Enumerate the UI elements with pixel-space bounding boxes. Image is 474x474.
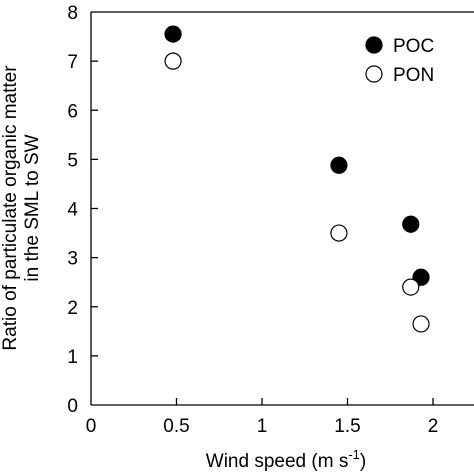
y-tick-label: 3 (67, 249, 78, 270)
x-tick-label: 1 (257, 416, 268, 437)
x-tick-label: 1.5 (334, 416, 360, 437)
pon-point (412, 315, 430, 333)
x-tick-label: 0.5 (163, 416, 189, 437)
y-tick-label: 0 (67, 396, 78, 417)
poc-point (402, 215, 420, 233)
x-tick-label: 0 (86, 416, 97, 437)
y-tick-label: 7 (67, 52, 78, 73)
y-tick-label: 1 (67, 347, 78, 368)
pon-point (402, 278, 420, 296)
pon-point (330, 224, 348, 242)
y-tick-label: 2 (67, 298, 78, 319)
y-tick-label: 6 (67, 101, 78, 122)
legend-label-pon: PON (393, 65, 434, 86)
poc-point (330, 156, 348, 174)
y-axis-label-line1: Ratio of particulate organic matter (0, 65, 21, 351)
legend-marker-poc (365, 36, 383, 54)
x-axis-label-superscript: -1 (348, 447, 360, 462)
y-tick-label: 4 (67, 200, 78, 221)
y-tick-label: 5 (67, 150, 78, 171)
pon-point (164, 52, 182, 70)
x-axis-label: Wind speed (m s-1) (206, 447, 366, 472)
legend-marker-pon (365, 65, 383, 83)
legend-label-poc: POC (393, 36, 434, 57)
x-tick-label: 2 (428, 416, 439, 437)
points-layer (164, 25, 430, 333)
y-tick-label: 8 (67, 3, 78, 24)
legend: POC PON (365, 36, 434, 86)
poc-point (164, 25, 182, 43)
y-axis-label-line2: in the SML to SW (22, 134, 43, 281)
